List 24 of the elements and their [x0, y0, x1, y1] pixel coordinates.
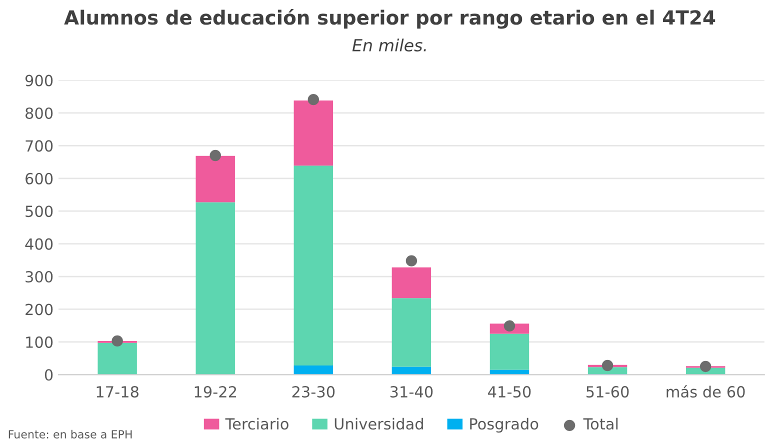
y-tick-label: 300 [26, 270, 53, 283]
x-tick-label: 51-60 [586, 386, 629, 398]
y-tick-label: 600 [26, 172, 53, 184]
y-tick-label: 900 [25, 74, 53, 86]
legend-label: Terciario [225, 418, 288, 430]
y-tick-label: 0 [44, 369, 53, 381]
chart-subtitle: En miles. [352, 38, 426, 52]
y-tick-label: 200 [26, 304, 53, 316]
legend-label: Total [583, 418, 618, 430]
x-tick-label: 23-30 [292, 386, 335, 398]
y-tick-label: 700 [26, 140, 53, 152]
source-note: Fuente: en base a EPH [8, 430, 132, 438]
x-tick-label: 19-22 [194, 386, 236, 398]
x-tick-label: más de 60 [666, 385, 745, 398]
y-tick-label: 400 [25, 238, 53, 250]
legend-label: Universidad [334, 418, 423, 430]
legend-label: Posgrado [470, 418, 538, 433]
x-tick-label: 17-18 [96, 386, 138, 398]
y-tick-label: 500 [26, 206, 53, 218]
chart-title: Alumnos de educación superior por rango etario en el 4T24 [64, 8, 716, 29]
y-tick-label: 800 [26, 107, 53, 120]
x-tick-label: 31-40 [390, 386, 433, 398]
x-tick-label: 41-50 [488, 386, 531, 398]
y-tick-label: 100 [26, 336, 53, 348]
